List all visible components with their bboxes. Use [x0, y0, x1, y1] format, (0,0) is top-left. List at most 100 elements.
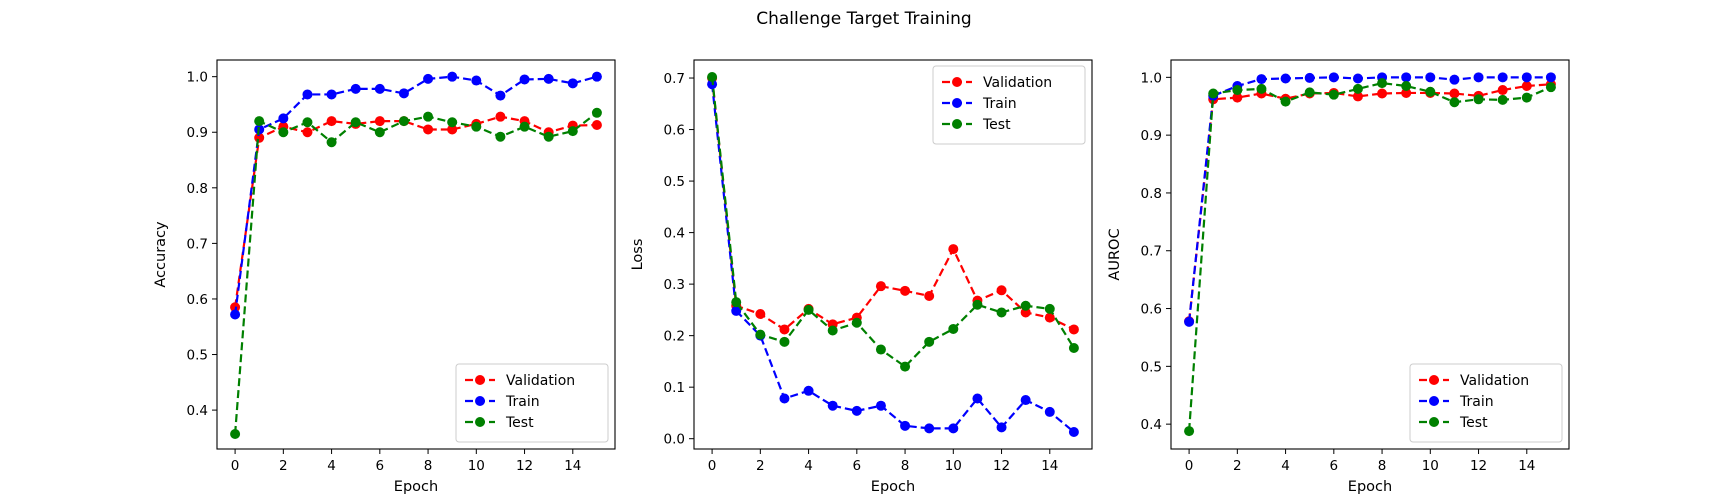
data-point — [1401, 72, 1412, 83]
data-point — [1497, 72, 1508, 83]
data-point — [1425, 72, 1436, 83]
series-line — [710, 76, 1075, 369]
data-point — [1352, 83, 1363, 94]
y-tick-label: 0.6 — [1141, 302, 1162, 318]
series-test — [230, 107, 602, 439]
x-tick-label: 10 — [1422, 458, 1439, 474]
y-axis-label: AUROC — [1107, 228, 1123, 280]
series-line — [710, 84, 1075, 433]
data-point — [1473, 94, 1484, 105]
data-point — [326, 137, 337, 148]
data-point — [1068, 324, 1079, 335]
legend-label: Validation — [506, 373, 575, 389]
x-tick-label: 8 — [1378, 458, 1387, 474]
legend-label: Test — [505, 415, 534, 431]
data-point — [374, 127, 385, 138]
data-point — [471, 121, 482, 132]
x-tick-label: 2 — [756, 458, 765, 474]
data-point — [1020, 395, 1031, 406]
data-point — [1449, 74, 1460, 85]
y-tick-label: 0.9 — [1141, 128, 1162, 144]
data-point — [495, 111, 506, 122]
data-point — [1449, 88, 1460, 99]
series-test — [1184, 78, 1556, 437]
legend-marker — [952, 77, 962, 87]
data-point — [1184, 426, 1195, 437]
data-point — [803, 385, 814, 396]
x-tick-label: 4 — [804, 458, 813, 474]
data-point — [1401, 87, 1412, 98]
legend-label: Validation — [1460, 373, 1529, 389]
data-point — [1521, 81, 1532, 92]
data-point — [471, 75, 482, 86]
series-test — [707, 72, 1079, 372]
subplot-2: 0 2 4 6 8 10 12 14 0.0 0.1 0.2 0.3 0.4 0.5 0.6 0.7 Epoch… — [630, 59, 1093, 495]
data-point — [447, 124, 458, 135]
x-tick-label: 6 — [1330, 458, 1339, 474]
y-tick-label: 0.4 — [1141, 417, 1162, 433]
data-point — [1545, 72, 1556, 83]
legend: Validation Train Test — [932, 65, 1086, 145]
data-point — [567, 78, 578, 89]
data-point — [803, 304, 814, 315]
legend-marker — [1429, 375, 1439, 385]
data-point — [1256, 74, 1267, 85]
data-point — [1328, 89, 1339, 100]
data-point — [948, 323, 959, 334]
data-point — [996, 307, 1007, 318]
y-tick-label: 0.7 — [187, 236, 208, 252]
y-tick-label: 0.7 — [1141, 244, 1162, 260]
data-point — [543, 73, 554, 84]
legend-label: Validation — [983, 75, 1052, 91]
data-point — [230, 428, 241, 439]
y-tick-label: 0.6 — [187, 292, 208, 308]
legend-marker — [475, 396, 485, 406]
y-tick-label: 0.6 — [664, 123, 685, 139]
legend-label: Train — [505, 394, 540, 410]
data-point — [1208, 88, 1219, 99]
x-tick-label: 0 — [231, 458, 240, 474]
data-point — [519, 74, 530, 85]
y-tick-label: 0.9 — [187, 125, 208, 141]
data-point — [924, 336, 935, 347]
legend-label: Test — [982, 117, 1011, 133]
data-point — [447, 117, 458, 128]
legend-entry-test: Test — [942, 117, 1011, 133]
data-point — [278, 113, 289, 124]
x-tick-label: 12 — [993, 458, 1010, 474]
y-tick-label: 0.5 — [1141, 359, 1162, 375]
data-point — [1232, 85, 1243, 96]
x-tick-label: 14 — [1518, 458, 1535, 474]
data-point — [302, 89, 313, 100]
data-point — [1545, 82, 1556, 93]
data-point — [1473, 72, 1484, 83]
data-point — [326, 89, 337, 100]
data-point — [230, 309, 241, 320]
data-point — [1425, 86, 1436, 97]
legend-entry-validation: Validation — [1419, 373, 1529, 389]
x-tick-label: 14 — [564, 458, 581, 474]
data-point — [591, 107, 602, 118]
y-tick-label: 0.4 — [187, 403, 208, 419]
data-point — [924, 290, 935, 301]
series-line — [710, 77, 1075, 331]
y-axis-label: Loss — [630, 239, 646, 271]
data-point — [996, 422, 1007, 433]
x-tick-label: 0 — [1185, 458, 1194, 474]
y-axis-label: Accuracy — [153, 221, 169, 288]
data-point — [398, 116, 409, 127]
data-point — [755, 309, 766, 320]
data-point — [972, 299, 983, 310]
data-point — [495, 131, 506, 142]
legend-marker — [475, 375, 485, 385]
legend-marker — [1429, 396, 1439, 406]
data-point — [996, 285, 1007, 296]
data-point — [779, 324, 790, 335]
legend-marker — [952, 119, 962, 129]
data-point — [827, 400, 838, 411]
data-point — [1497, 94, 1508, 105]
data-point — [1352, 73, 1363, 84]
data-point — [1256, 83, 1267, 94]
subplot-3: 0 2 4 6 8 10 12 14 0.4 0.5 0.6 0.7 0.8 0.9 1.0 Epoch AUR… — [1107, 59, 1570, 495]
figure-title: Challenge Target Training — [756, 9, 971, 29]
